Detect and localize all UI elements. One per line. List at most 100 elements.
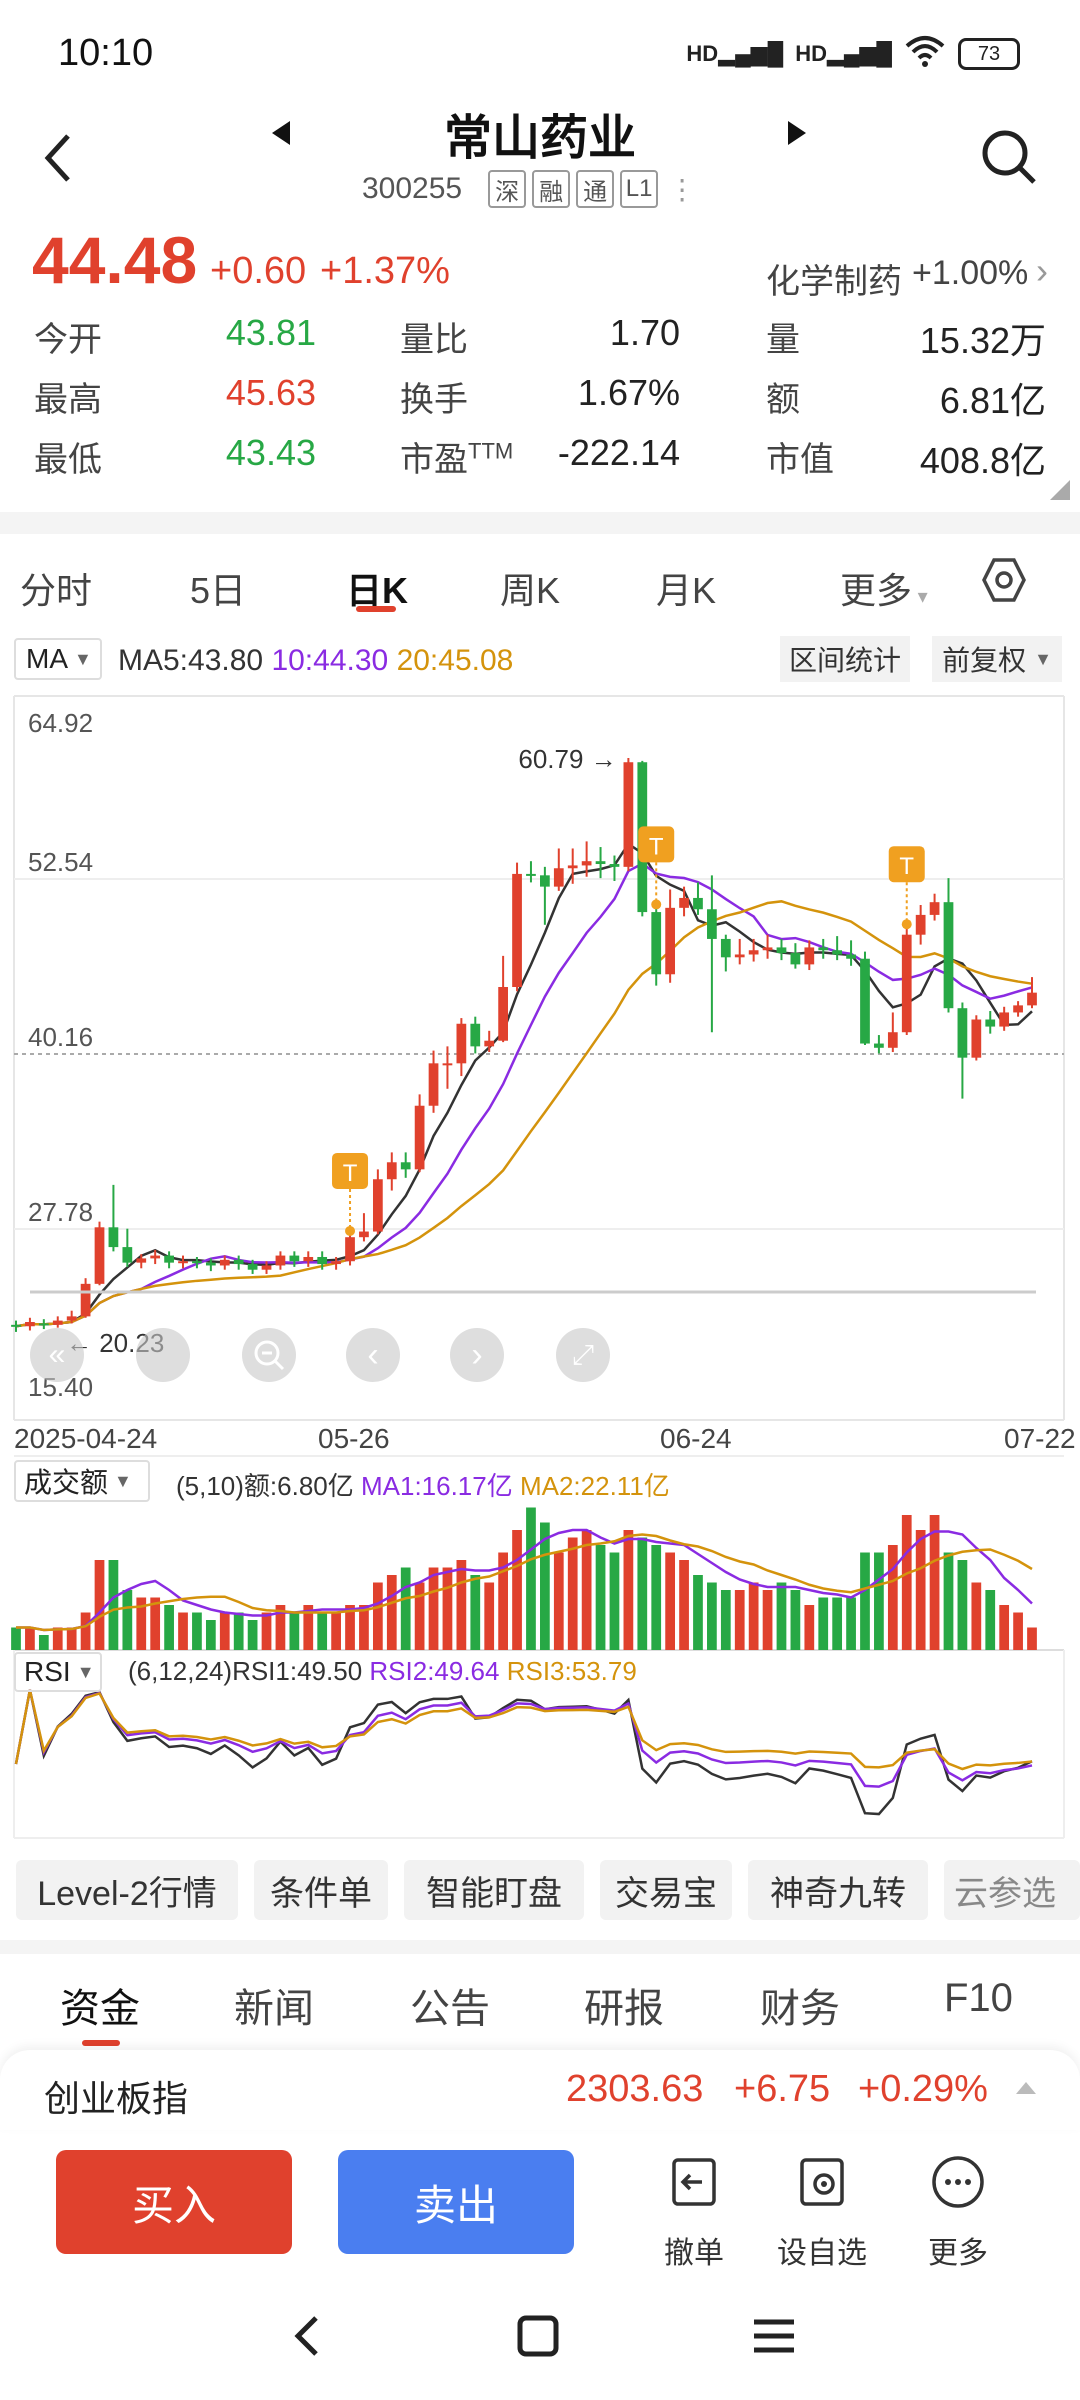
volume-bar xyxy=(386,1575,397,1650)
volume-bar xyxy=(178,1612,188,1650)
status-icons: HD▂▄▆█ HD▂▄▆█ 73 xyxy=(686,34,1020,74)
tab-funds[interactable]: 资金 xyxy=(60,1987,140,2031)
expand-up-icon[interactable] xyxy=(1014,2078,1038,2101)
candle-body xyxy=(985,1019,996,1027)
nav-home-icon[interactable] xyxy=(508,2306,568,2366)
chip-conditional-order[interactable]: 条件单 xyxy=(254,1860,388,1920)
more-actions-button[interactable]: 更多 xyxy=(908,2154,1008,2272)
candle-body xyxy=(832,950,843,955)
add-watchlist-button[interactable]: 设自选 xyxy=(772,2154,872,2272)
back-button[interactable] xyxy=(38,128,78,188)
candle-body xyxy=(1027,992,1037,1006)
candle-body xyxy=(38,1323,49,1326)
candle-body xyxy=(734,954,745,958)
volume-bar xyxy=(971,1582,982,1650)
candle-body xyxy=(247,1264,258,1270)
cancel-order-button[interactable]: 撤单 xyxy=(644,2154,744,2272)
volume-indicator-select[interactable]: 成交额 ▼ xyxy=(14,1460,150,1502)
candle-body xyxy=(818,947,829,951)
sell-button[interactable]: 卖出 xyxy=(338,2150,574,2254)
max-price-label: 60.79 → xyxy=(518,744,616,774)
x-tick-label: 05-26 xyxy=(318,1423,390,1454)
ma5-value: MA5:43.80 xyxy=(118,644,264,677)
volume-bar xyxy=(512,1530,522,1650)
buy-button[interactable]: 买入 xyxy=(56,2150,292,2254)
tab-research[interactable]: 研报 xyxy=(584,1987,664,2031)
tab-weekly-k[interactable]: 周K xyxy=(500,570,561,611)
candle-body xyxy=(762,947,773,951)
sector-name[interactable]: 化学制药 xyxy=(766,263,902,301)
next-stock-button[interactable] xyxy=(784,118,810,156)
candle-body xyxy=(957,1008,968,1058)
prev-stock-button[interactable] xyxy=(268,118,294,156)
tab-more[interactable]: 更多 ▾ xyxy=(840,570,928,611)
volume-bar xyxy=(80,1612,91,1650)
chip-smart-watch[interactable]: 智能盯盘 xyxy=(404,1860,584,1920)
chevron-right-icon[interactable]: › xyxy=(1036,250,1048,291)
volume-bar xyxy=(498,1552,508,1650)
stat-label-low: 最低 xyxy=(34,441,102,479)
corner-triangle-icon[interactable] xyxy=(1050,480,1070,505)
candle-body xyxy=(776,947,787,954)
volume-bar xyxy=(734,1590,745,1650)
chip-trade-treasure[interactable]: 交易宝 xyxy=(600,1860,732,1920)
tab-news[interactable]: 新闻 xyxy=(234,1987,314,2031)
tab-f10[interactable]: F10 xyxy=(944,1976,1013,2020)
chip-level2[interactable]: Level-2行情 xyxy=(16,1860,238,1920)
tab-5day[interactable]: 5日 xyxy=(190,570,247,611)
candle-body xyxy=(205,1262,216,1266)
tab-daily-k[interactable]: 日K xyxy=(346,570,408,611)
trade-marker-label: T xyxy=(649,833,664,860)
double-left-icon[interactable]: « xyxy=(30,1328,84,1382)
candle-body xyxy=(748,950,759,955)
volume-bar xyxy=(526,1507,536,1650)
stat-label-pe: 市盈TTM xyxy=(400,438,514,479)
chip-nine-turn[interactable]: 神奇九转 xyxy=(748,1860,928,1920)
chevron-right-icon[interactable]: › xyxy=(450,1328,504,1382)
tab-monthly-k[interactable]: 月K xyxy=(656,570,717,611)
settings-hex-icon[interactable] xyxy=(980,556,1028,609)
rsi-indicator-select[interactable]: RSI ▼ xyxy=(14,1652,102,1692)
candle-body xyxy=(720,938,731,958)
candle-body xyxy=(567,865,578,869)
tab-financials[interactable]: 财务 xyxy=(760,1987,840,2031)
adjust-select[interactable]: 前复权 ▼ xyxy=(932,636,1062,682)
ma20-line xyxy=(15,900,1033,1328)
volume-bar xyxy=(762,1590,773,1650)
tab-intraday[interactable]: 分时 xyxy=(20,570,93,611)
volume-bar xyxy=(205,1620,216,1650)
volume-bar xyxy=(359,1605,369,1650)
tab-announcements[interactable]: 公告 xyxy=(410,1987,490,2031)
ma10-value: 10:44.30 xyxy=(271,644,389,677)
x-tick-label: 06-24 xyxy=(660,1423,732,1454)
volume-bar xyxy=(874,1552,884,1650)
chevron-left-icon[interactable]: ‹ xyxy=(346,1328,400,1382)
expand-icon[interactable]: ⤢ xyxy=(556,1328,610,1382)
candle-body xyxy=(331,1261,341,1265)
cancel-order-label: 撤单 xyxy=(664,2237,724,2270)
volume-bar xyxy=(414,1582,425,1650)
candle-body xyxy=(66,1316,77,1321)
volume-bar xyxy=(442,1567,453,1650)
volume-bar xyxy=(957,1560,968,1650)
volume-bar xyxy=(192,1612,202,1650)
chip-cloud-pick[interactable]: 云参选 xyxy=(944,1860,1080,1920)
minus-zoom-icon[interactable] xyxy=(242,1328,296,1382)
nav-back-icon[interactable] xyxy=(278,2306,338,2366)
more-dots-icon[interactable]: ⋮ xyxy=(668,173,697,205)
volume-bar xyxy=(303,1605,314,1650)
index-bar[interactable] xyxy=(0,2050,1080,2130)
sector-pct[interactable]: +1.00% xyxy=(912,254,1029,292)
candle-body xyxy=(386,1162,397,1180)
nav-menu-icon[interactable] xyxy=(744,2306,804,2366)
volume-bar xyxy=(52,1627,63,1650)
signal-icon: HD▂▄▆█ xyxy=(686,41,784,66)
zoom-out-icon[interactable] xyxy=(136,1328,190,1382)
volume-bar xyxy=(665,1552,676,1650)
candle-body xyxy=(317,1256,328,1265)
range-stat-button[interactable]: 区间统计 xyxy=(780,636,910,682)
ma-indicator-select[interactable]: MA ▼ xyxy=(14,638,102,680)
volume-bar xyxy=(832,1597,843,1650)
search-button[interactable] xyxy=(980,128,1038,186)
candle-body xyxy=(915,914,926,935)
